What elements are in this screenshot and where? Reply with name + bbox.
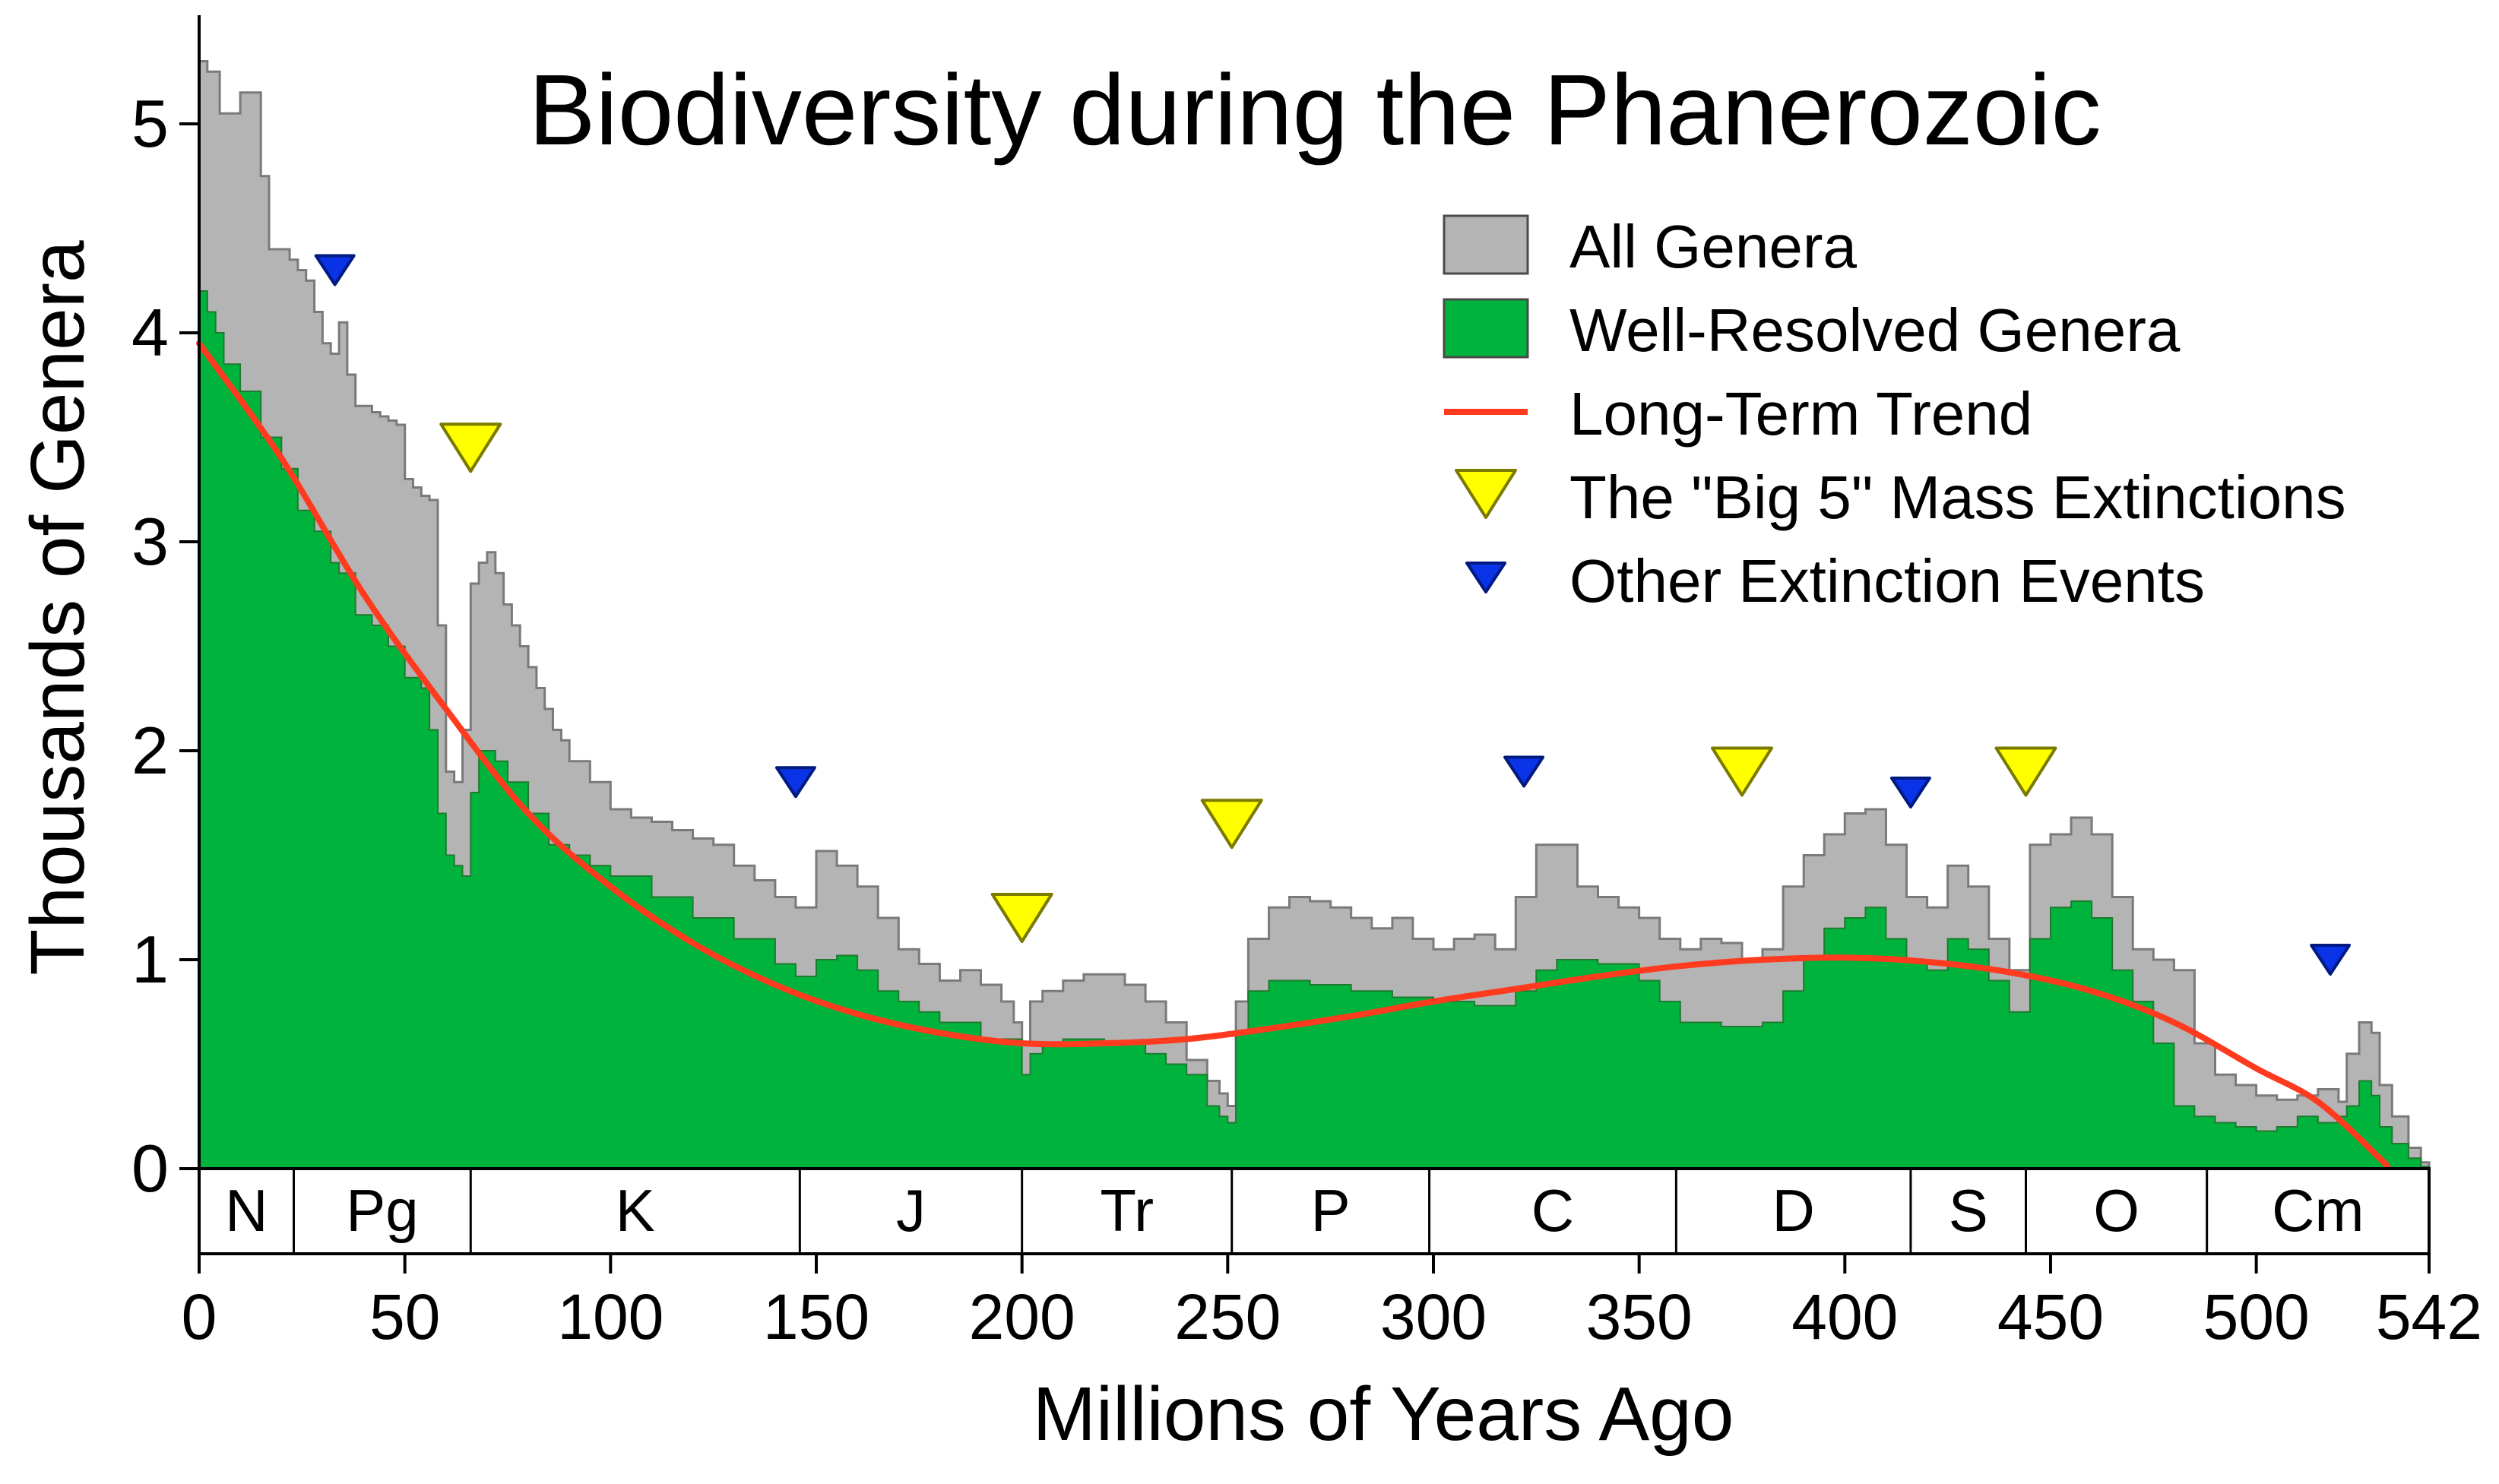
period-label-J: J (896, 1177, 926, 1244)
legend-key-1 (1443, 298, 1529, 359)
y-tick-label-1: 1 (131, 922, 169, 997)
y-tick-label-2: 2 (131, 713, 169, 788)
big5-extinction-marker-200 (990, 893, 1053, 943)
period-label-Tr: Tr (1100, 1177, 1154, 1244)
x-tick-label-250: 250 (1174, 1281, 1281, 1353)
legend-label-2: Long-Term Trend (1569, 380, 2032, 448)
period-label-Pg: Pg (346, 1177, 418, 1244)
x-tick-label-300: 300 (1380, 1281, 1487, 1353)
y-tick-label-4: 4 (131, 295, 169, 370)
legend-label-0: All Genera (1569, 213, 1857, 280)
y-tick-label-3: 3 (131, 504, 169, 579)
x-tick-label-400: 400 (1791, 1281, 1898, 1353)
y-tick-label-5: 5 (131, 86, 169, 161)
chart-title: Biodiversity during the Phanerozoic (528, 54, 2101, 166)
x-tick-label-450: 450 (1997, 1281, 2104, 1353)
period-label-S: S (1949, 1177, 1988, 1244)
big5-extinction-marker-375 (1710, 746, 1773, 797)
period-label-D: D (1772, 1177, 1814, 1244)
x-tick-label-150: 150 (763, 1281, 869, 1353)
other-extinction-marker-33 (314, 254, 356, 286)
legend-label-3: The "Big 5" Mass Extinctions (1569, 464, 2346, 531)
legend-key-3 (1455, 469, 1517, 519)
x-tick-label-542: 542 (2376, 1281, 2482, 1353)
x-tick-label-100: 100 (557, 1281, 664, 1353)
other-extinction-marker-322 (1503, 755, 1545, 788)
period-label-Cm: Cm (2272, 1177, 2364, 1244)
period-label-K: K (616, 1177, 655, 1244)
big5-extinction-marker-251 (1200, 799, 1263, 850)
other-extinction-marker-518 (2310, 944, 2352, 976)
x-tick-label-0: 0 (182, 1281, 217, 1353)
plot-area: 0 1 2 3 4 5 N Pg K J Tr P C D S O Cm 0 50 100 150 200 250 300 35… (131, 15, 2482, 1353)
x-tick-label-500: 500 (2203, 1281, 2310, 1353)
legend-key-4 (1465, 562, 1506, 593)
y-axis-label: Thousands of Genera (15, 240, 100, 976)
period-label-P: P (1311, 1177, 1351, 1244)
x-tick-label-50: 50 (369, 1281, 440, 1353)
x-tick-label-350: 350 (1586, 1281, 1693, 1353)
series-well-resolved-genera-area (198, 290, 2430, 1169)
big5-extinction-marker-444 (1994, 746, 2057, 797)
series-all-genera-area (198, 60, 2431, 1170)
x-axis-label: Millions of Years Ago (1033, 1372, 1734, 1457)
series-long-term-trend-line (196, 340, 2391, 1172)
period-label-N: N (225, 1177, 268, 1244)
period-label-O: O (2093, 1177, 2140, 1244)
other-extinction-marker-145 (774, 766, 816, 799)
x-tick-label-200: 200 (969, 1281, 1075, 1353)
legend-label-4: Other Extinction Events (1569, 547, 2205, 615)
legend-key-0 (1443, 214, 1529, 275)
other-extinction-marker-416 (1889, 777, 1931, 808)
legend: All Genera Well-Resolved Genera Long-Term … (1443, 213, 2346, 615)
big5-extinction-marker-66 (439, 422, 502, 473)
y-tick-label-0: 0 (131, 1131, 169, 1206)
period-label-C: C (1531, 1177, 1574, 1244)
legend-label-1: Well-Resolved Genera (1569, 296, 2181, 364)
